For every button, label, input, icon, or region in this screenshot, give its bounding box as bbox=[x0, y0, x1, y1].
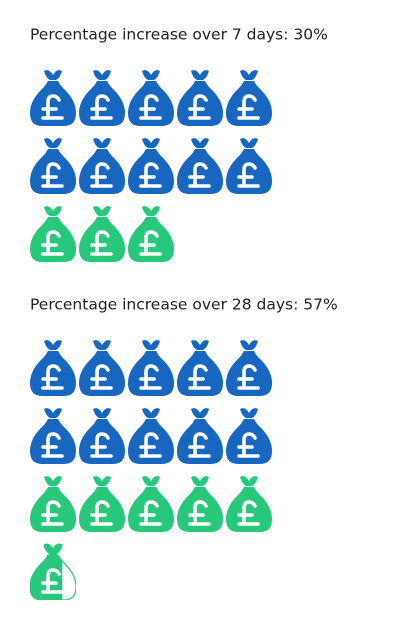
money-bag bbox=[177, 340, 223, 396]
money-bag bbox=[30, 70, 76, 126]
money-bag bbox=[79, 138, 125, 194]
money-bag bbox=[30, 138, 76, 194]
money-bag bbox=[79, 70, 125, 126]
money-bag bbox=[79, 408, 125, 464]
chart-title: Percentage increase over 28 days: 57% bbox=[30, 296, 338, 314]
money-bag bbox=[30, 476, 76, 532]
money-bag bbox=[128, 206, 174, 262]
money-bag bbox=[30, 408, 76, 464]
money-bag bbox=[128, 70, 174, 126]
money-bag bbox=[177, 138, 223, 194]
money-bag bbox=[177, 476, 223, 532]
money-bag bbox=[79, 206, 125, 262]
money-bag bbox=[177, 408, 223, 464]
money-bag bbox=[128, 476, 174, 532]
money-bag bbox=[128, 408, 174, 464]
money-bag bbox=[128, 340, 174, 396]
money-bag bbox=[30, 543, 76, 600]
money-bag bbox=[226, 138, 272, 194]
money-bag bbox=[30, 206, 76, 262]
money-bag bbox=[226, 340, 272, 396]
money-bag bbox=[30, 340, 76, 396]
money-bag bbox=[128, 138, 174, 194]
chart-title: Percentage increase over 7 days: 30% bbox=[30, 26, 328, 44]
money-bag bbox=[226, 70, 272, 126]
money-bag bbox=[226, 408, 272, 464]
money-bag bbox=[79, 340, 125, 396]
money-bag bbox=[79, 476, 125, 532]
money-bag bbox=[226, 476, 272, 532]
money-bag bbox=[177, 70, 223, 126]
